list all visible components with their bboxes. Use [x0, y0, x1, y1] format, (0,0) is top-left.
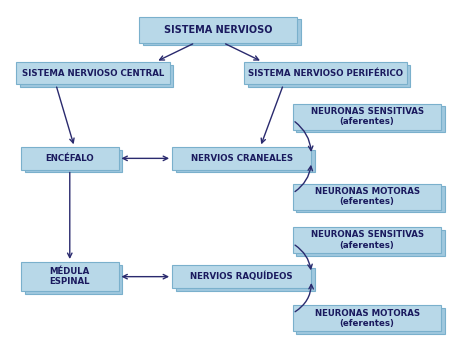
Text: NERVIOS RAQUÍDEOS: NERVIOS RAQUÍDEOS	[191, 272, 293, 282]
FancyBboxPatch shape	[21, 262, 118, 291]
FancyBboxPatch shape	[244, 62, 407, 84]
FancyBboxPatch shape	[172, 265, 311, 288]
Text: SISTEMA NERVIOSO: SISTEMA NERVIOSO	[164, 24, 273, 35]
FancyBboxPatch shape	[143, 20, 301, 45]
Text: NEURONAS SENSITIVAS
(aferentes): NEURONAS SENSITIVAS (aferentes)	[310, 230, 424, 250]
FancyBboxPatch shape	[296, 106, 445, 132]
Text: SISTEMA NERVIOSO PERIFÉRICO: SISTEMA NERVIOSO PERIFÉRICO	[248, 69, 403, 78]
FancyBboxPatch shape	[248, 65, 410, 87]
FancyBboxPatch shape	[293, 305, 441, 332]
Text: MÉDULA
ESPINAL: MÉDULA ESPINAL	[49, 267, 90, 286]
FancyBboxPatch shape	[16, 62, 170, 84]
FancyBboxPatch shape	[172, 147, 311, 170]
Text: NEURONAS MOTORAS
(eferentes): NEURONAS MOTORAS (eferentes)	[315, 309, 419, 328]
Text: ENCÉFALO: ENCÉFALO	[46, 154, 94, 163]
FancyBboxPatch shape	[25, 264, 122, 294]
Text: NEURONAS MOTORAS
(eferentes): NEURONAS MOTORAS (eferentes)	[315, 187, 419, 206]
Text: NEURONAS SENSITIVAS
(aferentes): NEURONAS SENSITIVAS (aferentes)	[310, 107, 424, 126]
FancyBboxPatch shape	[293, 104, 441, 130]
Text: SISTEMA NERVIOSO CENTRAL: SISTEMA NERVIOSO CENTRAL	[22, 69, 164, 78]
FancyBboxPatch shape	[25, 150, 122, 173]
FancyBboxPatch shape	[21, 147, 118, 170]
FancyBboxPatch shape	[20, 65, 173, 87]
Text: NERVIOS CRANEALES: NERVIOS CRANEALES	[191, 154, 293, 163]
FancyBboxPatch shape	[293, 184, 441, 210]
FancyBboxPatch shape	[296, 308, 445, 334]
FancyBboxPatch shape	[296, 186, 445, 212]
FancyBboxPatch shape	[296, 230, 445, 256]
FancyBboxPatch shape	[176, 268, 315, 291]
FancyBboxPatch shape	[139, 17, 297, 43]
FancyBboxPatch shape	[176, 150, 315, 173]
FancyBboxPatch shape	[293, 227, 441, 253]
